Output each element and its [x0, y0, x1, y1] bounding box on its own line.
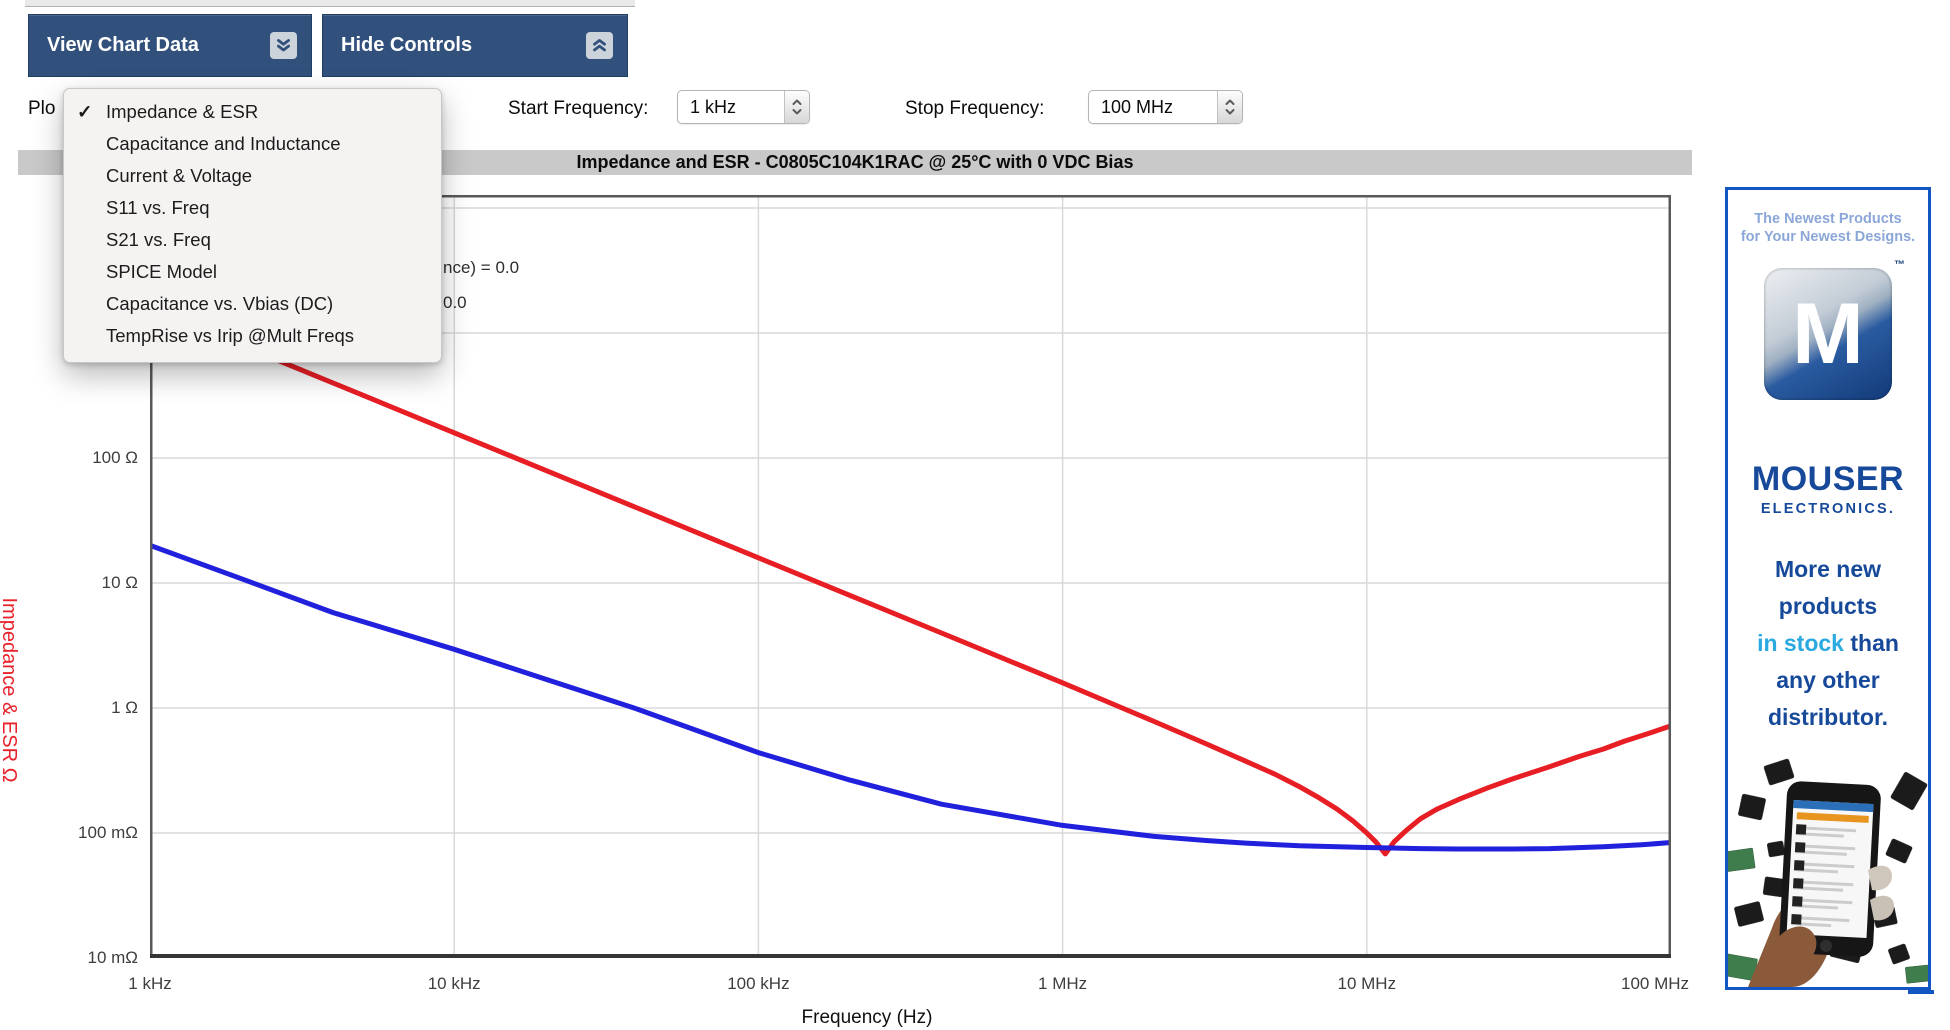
ad-brand-name: MOUSER [1751, 460, 1905, 499]
menu-item-label: SPICE Model [106, 261, 218, 282]
ad-tagline: The Newest Products for Your Newest Desi… [1740, 211, 1916, 246]
menu-item-temprise-vs-irip-mult-freqs[interactable]: TempRise vs Irip @Mult Freqs [64, 320, 441, 352]
menu-item-label: S21 vs. Freq [106, 229, 211, 250]
ad-promo-text: More new products in stock than any other di… [1728, 551, 1928, 736]
y-axis-title: Impedance & ESR Ω [0, 597, 20, 783]
trademark-symbol: ™ [1894, 259, 1905, 272]
series-esr-line [150, 542, 1671, 852]
menu-item-label: TempRise vs Irip @Mult Freqs [106, 325, 355, 346]
impedance-esr-chart [150, 195, 1671, 958]
menu-item-label: S11 vs. Freq [106, 197, 210, 218]
plot-type-menu: ✓ Impedance & ESR Capacitance and Inductan… [63, 88, 442, 363]
start-frequency-select[interactable]: 1 kHz [677, 90, 810, 124]
y-tick-label: 10 mΩ [87, 948, 138, 967]
double-chevron-down-icon [270, 32, 297, 59]
menu-item-label: Capacitance and Inductance [106, 133, 341, 154]
collapsed-panel-edge [25, 0, 635, 7]
x-tick-label: 10 MHz [1337, 974, 1397, 993]
y-tick-label: 100 Ω [92, 447, 138, 467]
menu-item-label: Capacitance vs. Vbias (DC) [106, 293, 334, 314]
menu-item-capacitance-and-inductance[interactable]: Capacitance and Inductance [64, 128, 441, 160]
menu-item-capacitance-vs-vbias-dc[interactable]: Capacitance vs. Vbias (DC) [64, 288, 441, 320]
y-tick-label: 100 mΩ [78, 822, 138, 842]
view-chart-data-button[interactable]: View Chart Data [28, 14, 312, 77]
y-tick-label: 1 Ω [111, 697, 138, 717]
ad-photo [1728, 758, 1928, 987]
stop-frequency-select[interactable]: 100 MHz [1088, 90, 1243, 124]
annotation-fragment: nce) = 0.0 [443, 258, 520, 277]
menu-item-s21-vs-freq[interactable]: S21 vs. Freq [64, 224, 441, 256]
start-frequency-value: 1 kHz [690, 96, 737, 117]
start-frequency-label: Start Frequency: [508, 98, 649, 119]
stop-frequency-label: Stop Frequency: [905, 98, 1045, 119]
series-impedance-line [150, 305, 1671, 857]
ad-promo-line: products [1778, 593, 1878, 620]
mouser-logo-icon: M ™ [1764, 259, 1905, 401]
ad-promo-line: in stock than [1757, 630, 1899, 657]
checkmark-icon: ✓ [77, 101, 93, 122]
x-tick-label: 10 kHz [427, 974, 481, 993]
x-tick-label: 1 MHz [1038, 974, 1088, 993]
ad-promo-line: any other [1776, 667, 1880, 694]
ad-promo-line: More new [1774, 556, 1882, 583]
y-tick-label: 10 Ω [101, 572, 138, 592]
stepper-arrows-icon [1217, 91, 1242, 123]
stop-frequency-value: 100 MHz [1101, 96, 1174, 117]
hide-controls-label: Hide Controls [341, 34, 473, 56]
x-tick-label: 1 kHz [128, 974, 172, 993]
ad-promo-line: distributor. [1767, 704, 1889, 731]
x-tick-label: 100 kHz [727, 974, 790, 993]
menu-item-label: Current & Voltage [106, 165, 253, 186]
mouser-ad-banner[interactable]: The Newest Products for Your Newest Desi… [1725, 187, 1931, 990]
plot-type-label: Plo [28, 98, 56, 119]
view-chart-data-label: View Chart Data [47, 34, 199, 56]
ad-brand-subname: ELECTRONICS. [1760, 501, 1896, 518]
x-axis-title: Frequency (Hz) [801, 1007, 933, 1028]
menu-item-s11-vs-freq[interactable]: S11 vs. Freq [64, 192, 441, 224]
x-tick-label: 100 MHz [1620, 974, 1690, 993]
menu-item-current-voltage[interactable]: Current & Voltage [64, 160, 441, 192]
double-chevron-up-icon [586, 32, 613, 59]
menu-item-impedance-esr[interactable]: ✓ Impedance & ESR [64, 96, 441, 128]
hide-controls-button[interactable]: Hide Controls [322, 14, 628, 77]
ad-link-underscore[interactable] [1908, 990, 1934, 994]
chart-title: Impedance and ESR - C0805C104K1RAC @ 25°… [576, 152, 1134, 172]
menu-item-label: Impedance & ESR [106, 101, 259, 122]
annotation-fragment: 0.0 [443, 293, 467, 312]
stepper-arrows-icon [784, 91, 809, 123]
menu-item-spice-model[interactable]: SPICE Model [64, 256, 441, 288]
